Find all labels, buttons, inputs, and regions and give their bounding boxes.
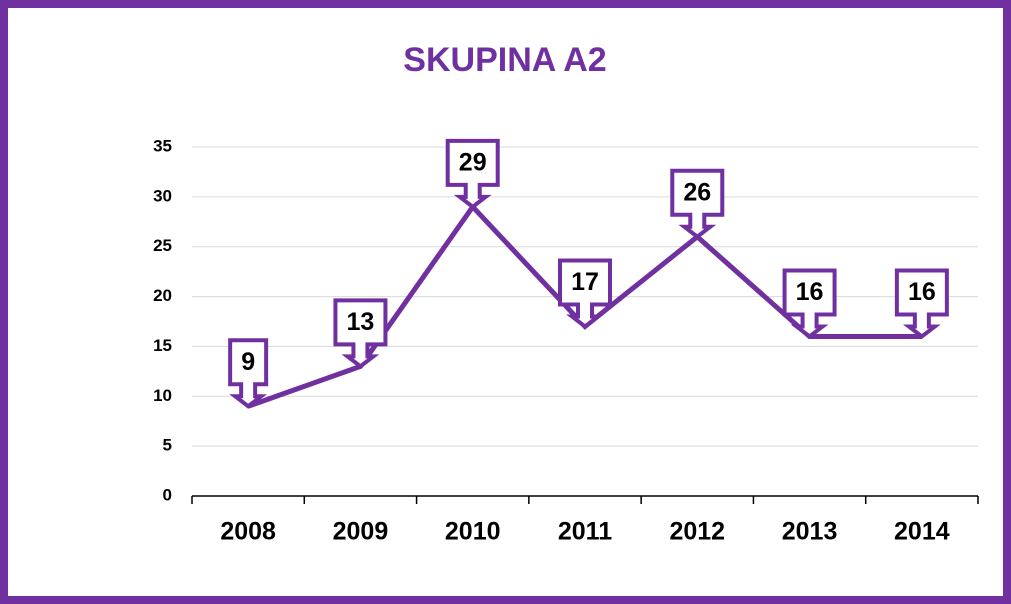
y-tick-label: 0 (163, 485, 172, 504)
data-label: 9 (241, 348, 255, 376)
callout (558, 258, 612, 330)
chart-title: SKUPINA A2 (403, 41, 606, 79)
x-tick-label: 2008 (220, 518, 276, 546)
callout (333, 298, 388, 369)
callout (670, 168, 725, 240)
x-tick-label: 2013 (782, 518, 838, 546)
y-tick-label: 20 (153, 286, 172, 305)
data-label: 29 (459, 148, 487, 176)
x-tick-label: 2011 (558, 518, 612, 546)
y-tick-label: 10 (153, 386, 172, 405)
y-tick-label: 25 (153, 236, 172, 255)
data-label: 26 (683, 178, 711, 206)
x-tick-label: 2010 (445, 518, 501, 546)
data-label: 16 (796, 278, 824, 306)
x-tick-label: 2009 (333, 518, 389, 546)
callout (782, 268, 837, 339)
callout (228, 338, 269, 409)
callout (894, 268, 949, 339)
x-tick-label: 2012 (669, 518, 725, 546)
data-label: 16 (908, 278, 936, 306)
y-tick-label: 35 (153, 136, 172, 155)
y-tick-label: 15 (153, 336, 172, 355)
callout (445, 138, 500, 210)
x-tick-label: 2014 (894, 518, 950, 546)
y-tick-label: 30 (153, 186, 172, 205)
data-label: 13 (347, 308, 375, 336)
y-tick-label: 5 (163, 436, 172, 455)
data-label: 17 (571, 268, 599, 296)
